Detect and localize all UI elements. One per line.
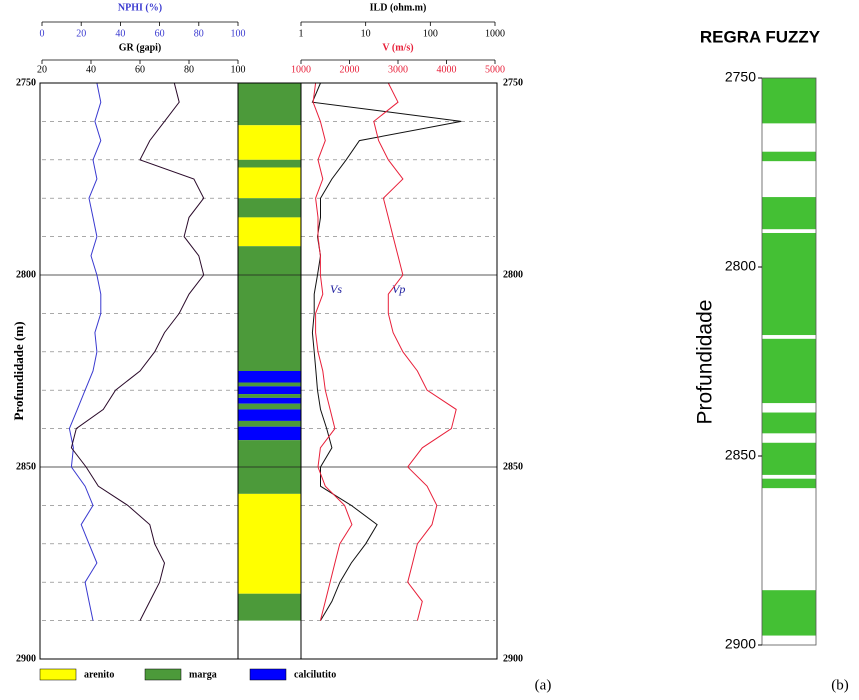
- frame: [39, 82, 498, 660]
- fuzzy-interval: [762, 232, 816, 336]
- lithology-layer: [238, 397, 301, 404]
- axis-label: V (m/s): [382, 42, 413, 53]
- lithology-layer: [238, 403, 301, 410]
- lithology-layer: [238, 246, 301, 371]
- legend-label: marga: [189, 669, 217, 680]
- y-axis-label: Profundidade: [694, 300, 717, 425]
- y-tick-label: 2750: [725, 69, 756, 85]
- x-tick-label: 60: [155, 28, 165, 39]
- x-tick-label: 4000: [437, 64, 457, 75]
- y-tick-label: 2850: [503, 461, 523, 472]
- x-tick-label: 1000: [291, 64, 311, 75]
- y-tick-label: 2750: [16, 77, 36, 88]
- lithology-layer: [238, 593, 301, 621]
- lithology-layer: [238, 394, 301, 398]
- legend-swatch: [249, 668, 287, 681]
- legend-swatch: [39, 668, 77, 681]
- legend-label: calcilutito: [294, 669, 336, 680]
- x-tick-label: 100: [231, 28, 246, 39]
- lithology-layer: [238, 198, 301, 218]
- lithology-layer: [238, 386, 301, 395]
- lithology-layer: [238, 217, 301, 247]
- lithology-layer: [238, 409, 301, 421]
- panel-title: REGRA FUZZY: [700, 27, 821, 46]
- lithology-layer: [238, 159, 301, 168]
- x-tick-label: 20: [76, 28, 86, 39]
- x-tick-label: 100: [231, 64, 246, 75]
- x-tick-label: 100: [423, 28, 438, 39]
- fuzzy-interval: [762, 338, 816, 404]
- lithology-layer: [238, 371, 301, 383]
- x-tick-label: 40: [115, 28, 125, 39]
- fuzzy-interval: [762, 442, 816, 475]
- y-axis-label: Profundidade (m): [11, 321, 26, 420]
- log-curve: [68, 82, 102, 621]
- lithology-layer: [238, 493, 301, 594]
- x-tick-label: 20: [37, 64, 47, 75]
- lithology-layer: [238, 420, 301, 427]
- x-tick-label: 80: [194, 28, 204, 39]
- y-tick-label: 2900: [503, 653, 523, 664]
- y-tick-label: 2850: [725, 447, 756, 463]
- log-curve: [311, 82, 462, 621]
- annotation: Vp: [392, 282, 405, 296]
- axis-label: GR (gapi): [119, 42, 162, 53]
- legend-label: arenito: [84, 669, 114, 680]
- log-curve: [373, 82, 457, 621]
- panel-label: (a): [535, 677, 552, 693]
- y-tick-label: 2800: [503, 269, 523, 280]
- fuzzy-interval: [762, 478, 816, 489]
- y-tick-label: 2900: [16, 653, 36, 664]
- x-tick-label: 5000: [485, 64, 505, 75]
- x-tick-label: 80: [184, 64, 194, 75]
- x-tick-label: 1: [299, 28, 304, 39]
- fuzzy-interval: [762, 197, 816, 230]
- x-tick-label: 40: [86, 64, 96, 75]
- y-tick-label: 2800: [725, 258, 756, 274]
- lithology-layer: [238, 426, 301, 441]
- log-curve: [312, 82, 353, 621]
- lithology-layer: [238, 167, 301, 199]
- lithology-layer: [238, 83, 301, 126]
- x-tick-label: 60: [135, 64, 145, 75]
- x-tick-label: 1000: [485, 28, 505, 39]
- x-tick-label: 0: [40, 28, 45, 39]
- fuzzy-interval: [762, 590, 816, 636]
- panel-label: (b): [831, 677, 849, 693]
- fuzzy-interval: [762, 412, 816, 434]
- lithology-layer: [238, 125, 301, 160]
- column-frame: [761, 77, 817, 646]
- axis-label: ILD (ohm.m): [370, 2, 427, 13]
- y-tick-label: 2750: [503, 77, 523, 88]
- x-tick-label: 3000: [388, 64, 408, 75]
- axis-label: NPHI (%): [118, 2, 162, 13]
- fuzzy-interval: [762, 151, 816, 162]
- annotation: Vs: [330, 282, 342, 296]
- lithology-layer: [238, 382, 301, 387]
- legend-swatch: [144, 668, 182, 681]
- log-curve: [70, 82, 205, 621]
- x-tick-label: 2000: [340, 64, 360, 75]
- y-tick-label: 2800: [16, 269, 36, 280]
- y-tick-label: 2900: [725, 636, 756, 652]
- y-tick-label: 2850: [16, 461, 36, 472]
- x-tick-label: 10: [361, 28, 371, 39]
- fuzzy-interval: [762, 78, 816, 124]
